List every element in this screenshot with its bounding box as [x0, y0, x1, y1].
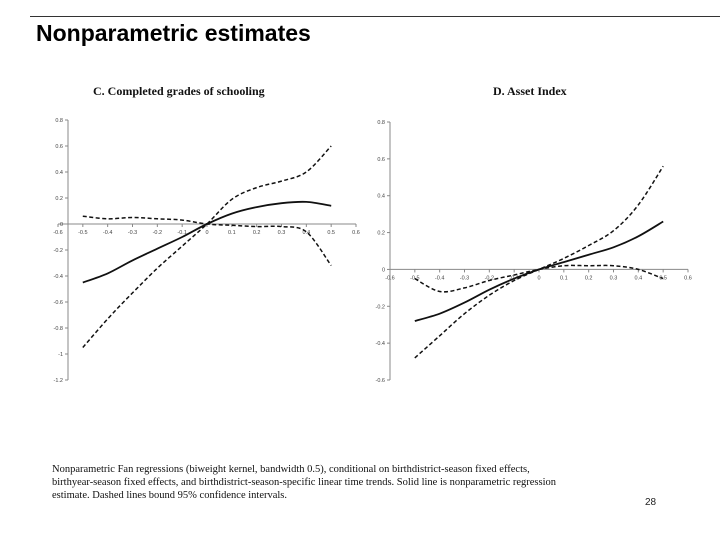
y-tick-label: 0 [382, 267, 385, 273]
y-tick-label: 0.4 [55, 170, 63, 176]
y-tick-label: 0.6 [377, 157, 385, 163]
slide-title: Nonparametric estimates [36, 20, 311, 46]
x-tick-label: -0.3 [128, 230, 137, 236]
y-tick-label: -0.4 [54, 274, 63, 280]
chart-panel-d: 0.8 0.6 0.4 0.2 0 -0.2 -0.4 -0.6 -0.6 -0.5 -0.4 -0.… [360, 80, 700, 390]
confidence-band-line [82, 215, 332, 267]
y-tick-label: -1.2 [54, 378, 63, 384]
y-tick-label: -0.6 [54, 300, 63, 306]
x-tick-label: 0.2 [253, 230, 261, 236]
y-tick-label: -0.6 [376, 378, 385, 384]
estimate-line [82, 200, 332, 284]
x-tick-label: 0.1 [560, 275, 568, 281]
confidence-band-line [82, 145, 332, 348]
y-tick-label: -1 [58, 352, 63, 358]
x-tick-label: -0.2 [153, 230, 162, 236]
x-tick-label: 0.4 [635, 275, 643, 281]
y-tick-label: -0.4 [376, 341, 385, 347]
x-tick-label: -0.2 [485, 275, 494, 281]
y-tick-label: 0.8 [377, 120, 385, 126]
y-tick-label: 0.2 [377, 231, 385, 237]
y-tick-label: 0 [60, 222, 63, 228]
x-tick-label: -0.6 [53, 230, 62, 236]
x-tick-label: 0 [205, 230, 208, 236]
x-tick-label: 0.2 [585, 275, 593, 281]
y-tick-label: -0.8 [54, 326, 63, 332]
y-tick-label: 0.2 [55, 196, 63, 202]
confidence-band-line [414, 165, 664, 359]
y-tick-label: 0.8 [55, 118, 63, 124]
x-tick-label: 0.6 [352, 230, 360, 236]
x-tick-label: -0.4 [103, 230, 112, 236]
x-tick-label: -0.6 [385, 275, 394, 281]
chart-c-title: C. Completed grades of schooling [93, 84, 265, 98]
page-number: 28 [645, 497, 657, 508]
x-tick-label: -0.5 [410, 275, 419, 281]
chart-c-svg: 0.8 0.6 0.4 0.2 0 -0.2 -0.4 -0.6 -0.8 -1 -1.2 -0.6 -… [53, 118, 360, 384]
x-tick-label: 0.3 [610, 275, 618, 281]
confidence-band-line [414, 264, 664, 293]
y-tick-label: 0.6 [55, 144, 63, 150]
x-tick-label: 0.3 [278, 230, 286, 236]
figure-note: Nonparametric Fan regressions (biweight … [52, 464, 557, 501]
y-tick-label: -0.2 [376, 304, 385, 310]
x-tick-label: -0.3 [460, 275, 469, 281]
x-tick-label: 0.4 [303, 230, 311, 236]
y-tick-label: -0.2 [54, 248, 63, 254]
chart-d-svg: 0.8 0.6 0.4 0.2 0 -0.2 -0.4 -0.6 -0.6 -0.5 -0.4 -0.… [376, 120, 692, 384]
chart-d-title: D. Asset Index [493, 84, 567, 98]
chart-panel-c: 0.8 0.6 0.4 0.2 0 -0.2 -0.4 -0.6 -0.8 -1 -1.2 -0.6 -… [30, 80, 360, 390]
x-tick-label: -0.5 [78, 230, 87, 236]
y-tick-label: 0.4 [377, 194, 385, 200]
x-tick-label: -0.4 [435, 275, 444, 281]
top-rule [30, 16, 720, 17]
x-tick-label: -0.1 [177, 230, 186, 236]
x-tick-label: 0.1 [228, 230, 236, 236]
x-tick-label: 0.6 [684, 275, 692, 281]
x-tick-label: 0.5 [327, 230, 335, 236]
x-tick-label: 0 [537, 275, 540, 281]
